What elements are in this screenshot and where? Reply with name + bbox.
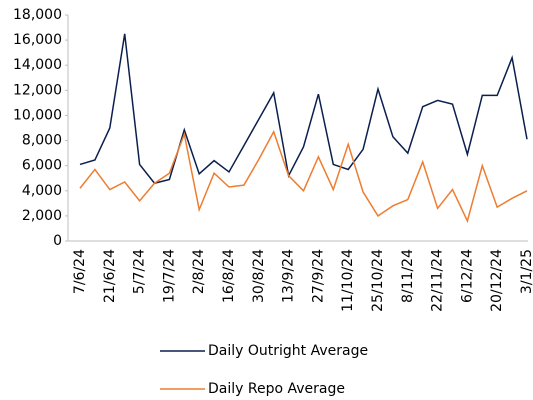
x-tick-label: 30/8/24 [251,249,267,303]
y-tick-label: 2,000 [22,208,62,224]
x-tick-label: 5/7/24 [132,249,148,294]
x-tick-label: 21/6/24 [102,249,118,303]
y-tick-label: 16,000 [13,32,62,48]
x-tick-label: 27/9/24 [310,249,326,303]
y-tick-label: 14,000 [13,57,62,73]
x-tick-label: 8/11/24 [400,249,416,303]
y-tick-label: 8,000 [22,133,62,149]
y-tick-label: 10,000 [13,107,62,123]
x-tick-label: 11/10/24 [340,249,356,312]
legend-label: Daily Repo Average [208,381,345,397]
x-tick-label: 19/7/24 [161,249,177,303]
x-tick-label: 13/9/24 [281,249,297,303]
y-tick-label: 6,000 [22,158,62,174]
x-tick-label: 16/8/24 [221,249,237,303]
x-tick-label: 2/8/24 [191,249,207,294]
series-line [79,129,528,224]
legend-label: Daily Outright Average [208,343,368,359]
y-tick-label: 12,000 [13,82,62,98]
y-tick-label: 18,000 [13,7,62,23]
x-tick-label: 3/1/25 [519,249,533,294]
series-line [79,33,528,185]
y-tick-label: 0 [53,233,62,249]
x-tick-label: 22/11/24 [430,249,446,312]
x-tick-label: 7/6/24 [72,249,88,294]
x-tick-label: 25/10/24 [370,249,386,312]
y-tick-label: 4,000 [22,183,62,199]
x-tick-label: 6/12/24 [459,249,475,303]
x-tick-label: 20/12/24 [489,249,505,312]
